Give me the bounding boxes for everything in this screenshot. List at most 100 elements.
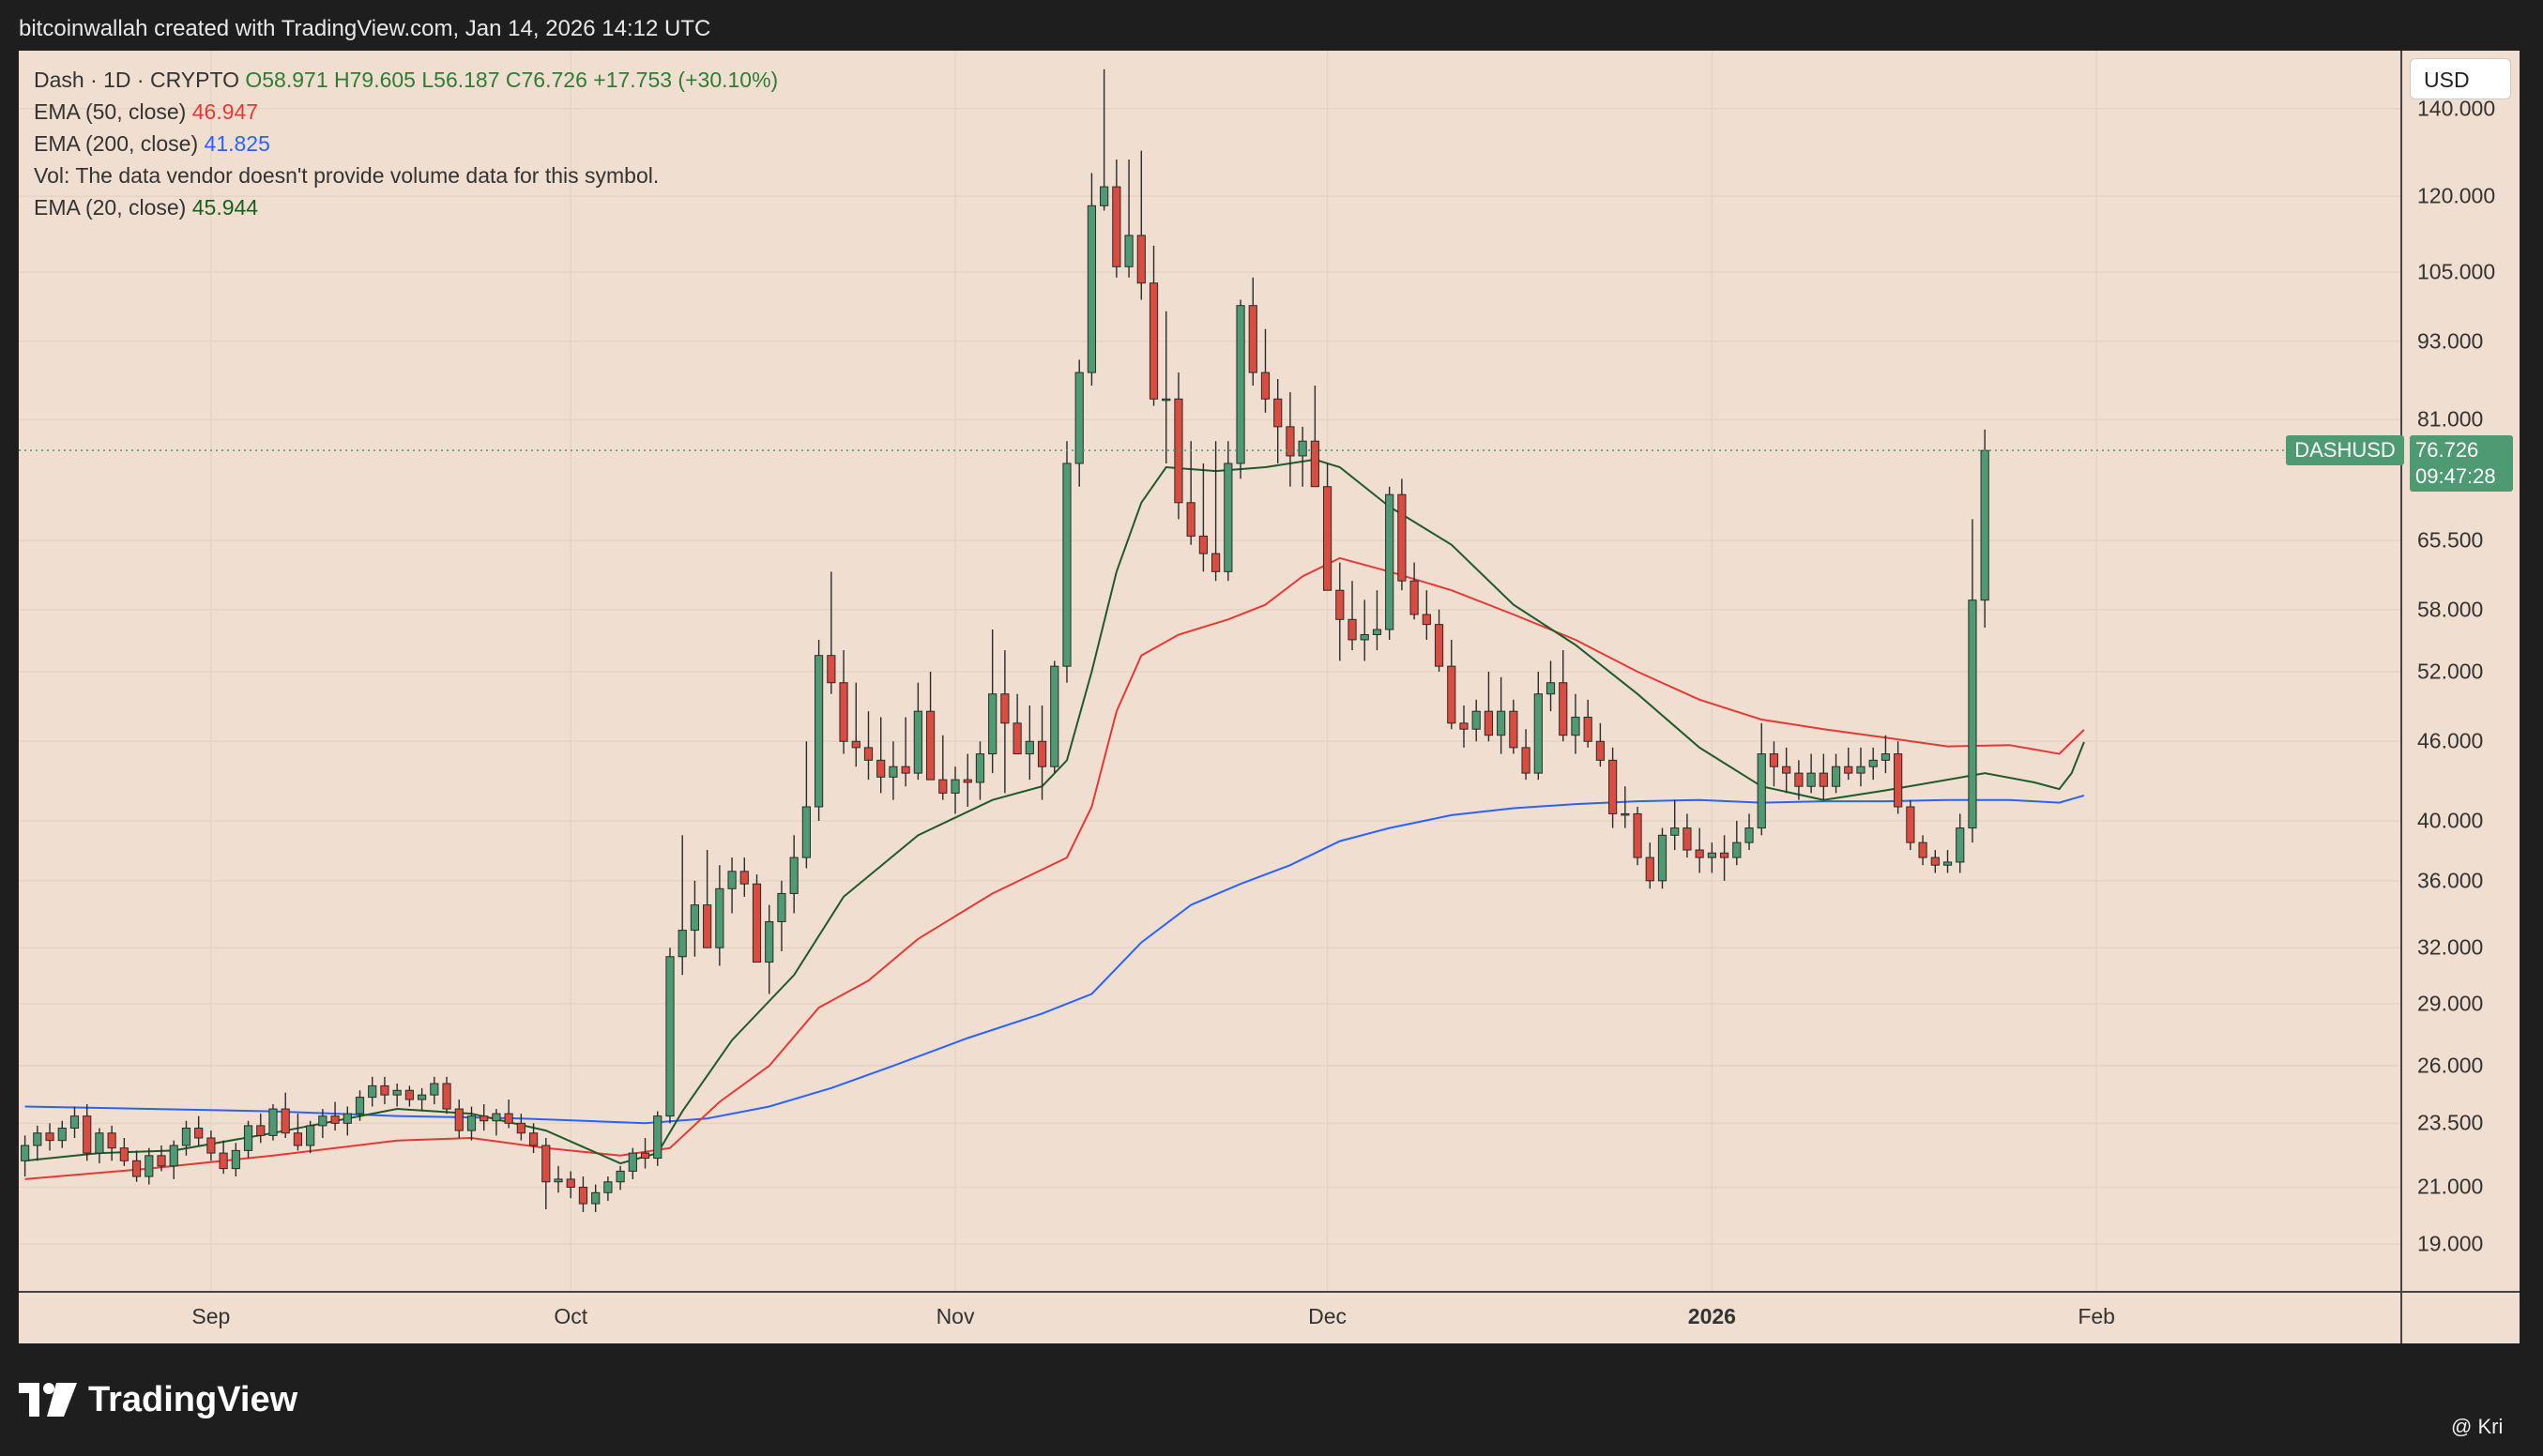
legend-ema20-row[interactable]: EMA (20, close) 45.944	[34, 191, 778, 223]
candle-body	[1397, 493, 1407, 582]
candle-body	[480, 1115, 489, 1122]
candle-body	[703, 904, 712, 948]
candle-body	[355, 1097, 365, 1115]
candle-body	[1769, 753, 1779, 767]
candle-countdown: 09:47:28	[2415, 464, 2496, 489]
candle-body	[131, 1160, 142, 1177]
candle-body	[739, 871, 749, 885]
volume-note: Vol: The data vendor doesn't provide vol…	[34, 163, 660, 188]
candle-body	[1025, 740, 1034, 755]
last-price-tag: 76.726 09:47:28	[2410, 435, 2513, 493]
candle-body	[95, 1132, 104, 1154]
candle-body	[1521, 747, 1530, 774]
candle-body	[1956, 827, 1965, 863]
candle-body	[1360, 633, 1369, 641]
price-axis-divider	[2400, 51, 2402, 1343]
candle-body	[1236, 305, 1245, 464]
candle-body	[1224, 463, 1233, 572]
candle-body	[1497, 710, 1506, 736]
candle-body	[69, 1115, 80, 1130]
candle-body	[256, 1125, 266, 1136]
ema20-value: 45.944	[191, 195, 259, 220]
x-tick-label: Sep	[191, 1304, 231, 1328]
candle-body	[1583, 716, 1592, 742]
candle-body	[1732, 842, 1742, 858]
high-value: H79.605	[334, 68, 416, 92]
candle-body	[988, 693, 997, 755]
candle-body	[1385, 493, 1394, 630]
candle-body	[901, 766, 910, 774]
candle-body	[975, 753, 985, 783]
last-price-value: 76.726	[2415, 438, 2479, 463]
currency-button[interactable]: USD	[2410, 58, 2511, 99]
y-tick-label: 26.000	[2417, 1053, 2484, 1078]
candle-body	[578, 1186, 588, 1205]
candle-body	[1062, 463, 1072, 667]
brand-text: TradingView	[88, 1380, 298, 1419]
candle-body	[925, 710, 936, 781]
candle-body	[1533, 693, 1543, 774]
y-tick-label: 40.000	[2417, 808, 2484, 833]
symbol-title[interactable]: Dash · 1D · CRYPTO	[34, 68, 239, 92]
candle-body	[1657, 834, 1667, 882]
candle-body	[1571, 716, 1580, 736]
candle-body	[653, 1115, 662, 1160]
ema200-label: EMA (200, close)	[34, 131, 199, 156]
ema50-label: EMA (50, close)	[34, 99, 187, 124]
candle-body	[815, 655, 824, 808]
ema20-line	[24, 458, 2085, 1165]
candle-body	[752, 883, 762, 963]
candle-body	[318, 1115, 327, 1127]
candle-body	[1471, 710, 1481, 730]
price-chart[interactable]	[19, 51, 2520, 1343]
candle-body	[1881, 753, 1891, 761]
x-tick-label: Dec	[1308, 1304, 1348, 1328]
y-tick-label: 52.000	[2417, 659, 2484, 684]
candle-body	[827, 655, 836, 684]
candle-body	[83, 1115, 92, 1154]
y-tick-label: 93.000	[2417, 328, 2484, 354]
candle-body	[1894, 753, 1903, 808]
candle-body	[330, 1115, 340, 1124]
y-tick-label: 23.500	[2417, 1110, 2484, 1135]
candle-body	[1930, 857, 1940, 866]
candle-body	[1794, 772, 1804, 787]
candle-body	[1322, 486, 1332, 591]
candle-body	[1409, 580, 1419, 615]
candle-body	[1136, 235, 1146, 284]
candle-body	[21, 1145, 30, 1161]
candle-body	[206, 1137, 216, 1154]
candle-body	[1707, 852, 1716, 858]
candle-body	[678, 930, 687, 958]
candle-body	[963, 779, 972, 783]
candle-body	[951, 779, 960, 794]
open-value: O58.971	[245, 68, 328, 92]
y-tick-label: 46.000	[2417, 728, 2484, 753]
candle-body	[380, 1084, 389, 1096]
candle-body	[1645, 857, 1654, 882]
candle-body	[1856, 766, 1865, 774]
candle-body	[1844, 766, 1853, 774]
ema20-label: EMA (20, close)	[34, 195, 187, 220]
candle-body	[1372, 629, 1382, 635]
y-tick-label: 32.000	[2417, 934, 2484, 960]
legend-ema200-row[interactable]: EMA (200, close) 41.825	[34, 128, 778, 159]
candle-body	[801, 806, 811, 858]
y-tick-label: 29.000	[2417, 991, 2484, 1016]
ema50-line	[24, 556, 2085, 1180]
candle-body	[938, 779, 948, 794]
tradingview-logo[interactable]: TradingView	[19, 1379, 297, 1420]
legend-ema50-row[interactable]: EMA (50, close) 46.947	[34, 96, 778, 128]
candle-body	[541, 1145, 551, 1183]
candle-body	[231, 1149, 240, 1170]
candle-body	[1595, 740, 1605, 761]
candle-body	[1942, 861, 1953, 866]
y-tick-label: 65.500	[2417, 527, 2484, 553]
candle-body	[1621, 812, 1630, 816]
legend-volume-row[interactable]: Vol: The data vendor doesn't provide vol…	[34, 159, 778, 191]
candle-body	[368, 1084, 377, 1099]
ema200-value: 41.825	[204, 131, 270, 156]
candle-body	[1434, 624, 1444, 667]
chart-area[interactable]: Dash · 1D · CRYPTO O58.971 H79.605 L56.1…	[19, 51, 2520, 1343]
candle-body	[157, 1155, 166, 1167]
